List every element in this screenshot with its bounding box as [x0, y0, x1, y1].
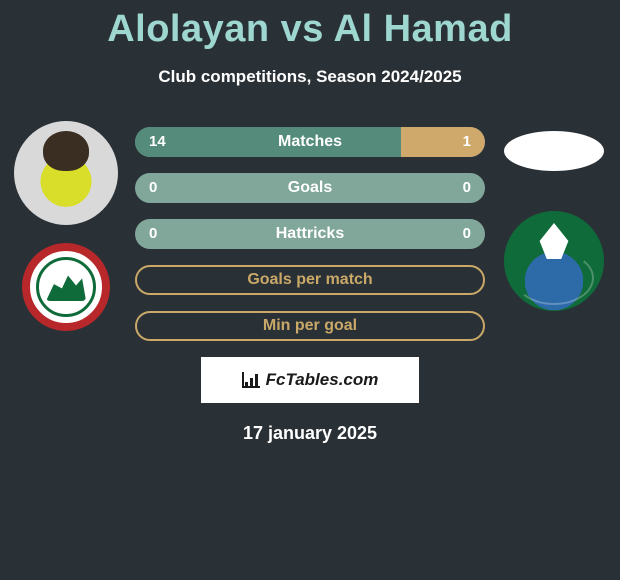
stat-bar: 0 Goals 0 [135, 173, 485, 203]
page-title: Alolayan vs Al Hamad [0, 0, 620, 51]
stat-left-value: 14 [149, 127, 166, 157]
stats-bars: 14 Matches 1 0 Goals 0 0 Hattricks 0 [135, 121, 485, 341]
stat-bar-empty: Min per goal [135, 311, 485, 341]
footer-date: 17 january 2025 [0, 423, 620, 444]
footer-brand-text: FcTables.com [266, 370, 379, 390]
comparison-panel: 14 Matches 1 0 Goals 0 0 Hattricks 0 [0, 121, 620, 444]
stat-row-hattricks: 0 Hattricks 0 [135, 219, 485, 249]
stat-row-goals: 0 Goals 0 [135, 173, 485, 203]
player-left-avatar [14, 121, 118, 225]
stat-row-goals-per-match: Goals per match [135, 265, 485, 295]
stat-label: Hattricks [276, 225, 344, 242]
stat-right-value: 0 [463, 219, 471, 249]
page-subtitle: Club competitions, Season 2024/2025 [0, 67, 620, 87]
club-left-badge [22, 243, 110, 331]
club-right-badge [504, 211, 604, 311]
player-left-column [6, 121, 126, 331]
stat-left-value: 0 [149, 173, 157, 203]
stat-label: Goals [288, 179, 332, 196]
stat-bar: 0 Hattricks 0 [135, 219, 485, 249]
stat-row-min-per-goal: Min per goal [135, 311, 485, 341]
chart-icon [242, 372, 260, 388]
player-right-column [494, 121, 614, 311]
stat-bar-empty: Goals per match [135, 265, 485, 295]
stat-left-value: 0 [149, 219, 157, 249]
stat-bar: 14 Matches 1 [135, 127, 485, 157]
footer-brand-box: FcTables.com [201, 357, 419, 403]
stat-bar-left-fill [135, 127, 401, 157]
stat-label: Matches [278, 133, 342, 150]
stat-row-matches: 14 Matches 1 [135, 127, 485, 157]
stat-right-value: 0 [463, 173, 471, 203]
player-right-avatar [504, 131, 604, 171]
stat-right-value: 1 [463, 127, 471, 157]
stat-bar-right-fill [401, 127, 485, 157]
